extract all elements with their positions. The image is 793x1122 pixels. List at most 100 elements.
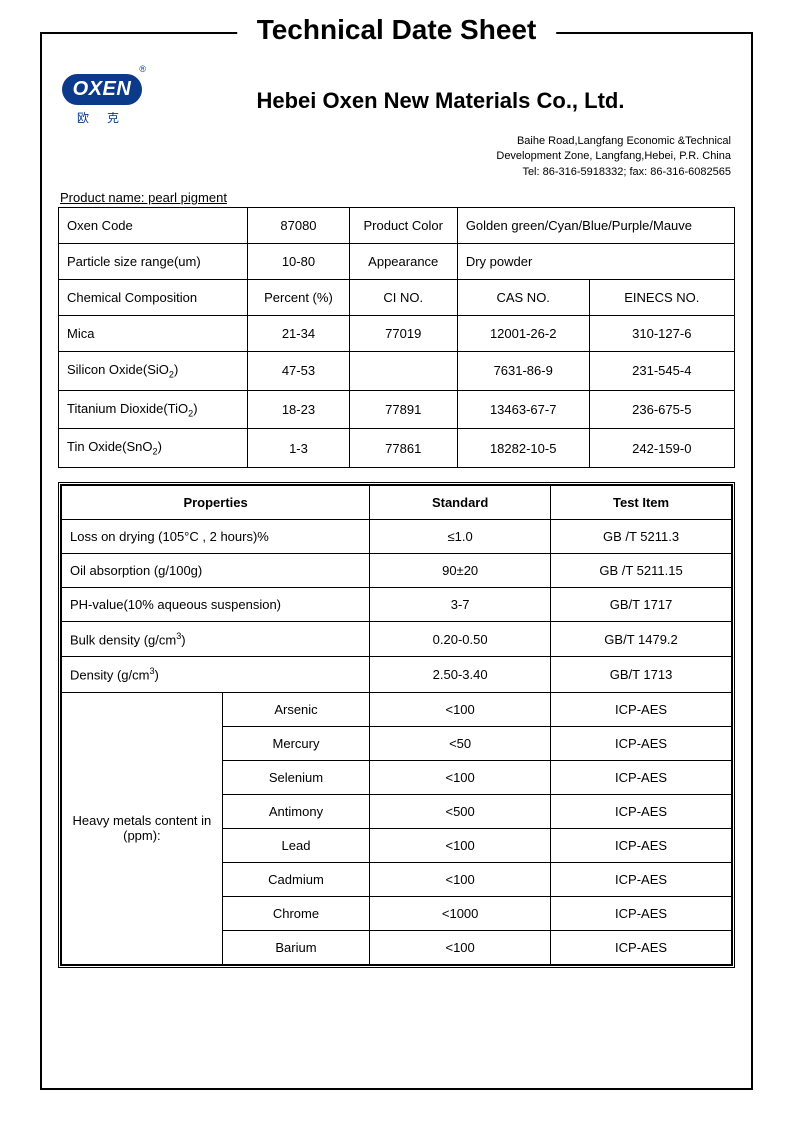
cell: 12001-26-2 — [457, 316, 589, 352]
cell: 0.20-0.50 — [370, 621, 551, 656]
cell: Oil absorption (g/100g) — [62, 553, 370, 587]
cell: ICP-AES — [551, 692, 732, 726]
address-line-1: Baihe Road,Langfang Economic &Technical — [58, 134, 731, 149]
cell: Density (g/cm3) — [62, 657, 370, 692]
cell: Cadmium — [222, 862, 369, 896]
heavy-metals-label: Heavy metals content in (ppm): — [62, 692, 223, 964]
table-row: Titanium Dioxide(TiO2)18-237789113463-67… — [59, 390, 735, 429]
properties-table: Properties Standard Test Item Loss on dr… — [61, 485, 732, 965]
cell: 18-23 — [248, 390, 349, 429]
cell: Titanium Dioxide(TiO2) — [59, 390, 248, 429]
cell: Dry powder — [457, 244, 734, 280]
header-cell: Properties — [62, 485, 370, 519]
cell: GB /T 5211.15 — [551, 553, 732, 587]
cell: 236-675-5 — [589, 390, 734, 429]
cell: 13463-67-7 — [457, 390, 589, 429]
cell: 77019 — [349, 316, 457, 352]
cell: ICP-AES — [551, 760, 732, 794]
cell: <500 — [370, 794, 551, 828]
cell: CAS NO. — [457, 280, 589, 316]
table-row: Particle size range(um) 10-80 Appearance… — [59, 244, 735, 280]
table-row: Heavy metals content in (ppm):Arsenic<10… — [62, 692, 732, 726]
address-line-3: Tel: 86-316-5918332; fax: 86-316-6082565 — [58, 165, 731, 180]
table-row: PH-value(10% aqueous suspension)3-7GB/T … — [62, 587, 732, 621]
cell: GB/T 1717 — [551, 587, 732, 621]
header-row: ® OXEN 欧克 Hebei Oxen New Materials Co., … — [58, 64, 735, 126]
logo-chinese: 欧克 — [58, 109, 146, 126]
cell: GB/T 1479.2 — [551, 621, 732, 656]
cell: <100 — [370, 828, 551, 862]
cell: Chemical Composition — [59, 280, 248, 316]
cell: EINECS NO. — [589, 280, 734, 316]
composition-table: Oxen Code 87080 Product Color Golden gre… — [58, 207, 735, 468]
cell: Antimony — [222, 794, 369, 828]
cell: Loss on drying (105°C , 2 hours)% — [62, 519, 370, 553]
cell: <100 — [370, 760, 551, 794]
cell: PH-value(10% aqueous suspension) — [62, 587, 370, 621]
cell: 310-127-6 — [589, 316, 734, 352]
cell: 21-34 — [248, 316, 349, 352]
cell: 1-3 — [248, 429, 349, 468]
cell: Chrome — [222, 896, 369, 930]
table-row: Bulk density (g/cm3)0.20-0.50GB/T 1479.2 — [62, 621, 732, 656]
table-row: Silicon Oxide(SiO2)47-53 7631-86-9231-545… — [59, 352, 735, 391]
cell: CI NO. — [349, 280, 457, 316]
cell: 77891 — [349, 390, 457, 429]
table-row: Density (g/cm3)2.50-3.40GB/T 1713 — [62, 657, 732, 692]
frame-title: Technical Date Sheet — [237, 14, 557, 46]
cell: Silicon Oxide(SiO2) — [59, 352, 248, 391]
address-line-2: Development Zone, Langfang,Hebei, P.R. C… — [58, 149, 731, 164]
cell: Product Color — [349, 208, 457, 244]
cell: Lead — [222, 828, 369, 862]
cell: 242-159-0 — [589, 429, 734, 468]
cell: Particle size range(um) — [59, 244, 248, 280]
header-cell: Standard — [370, 485, 551, 519]
cell: Bulk density (g/cm3) — [62, 621, 370, 656]
cell: 7631-86-9 — [457, 352, 589, 391]
cell: Mica — [59, 316, 248, 352]
cell: <1000 — [370, 896, 551, 930]
table-row: Mica21-347701912001-26-2310-127-6 — [59, 316, 735, 352]
cell: Arsenic — [222, 692, 369, 726]
page-frame: Technical Date Sheet ® OXEN 欧克 Hebei Oxe… — [40, 32, 753, 1090]
cell: Appearance — [349, 244, 457, 280]
table-row: Chemical Composition Percent (%) CI NO. … — [59, 280, 735, 316]
cell: 90±20 — [370, 553, 551, 587]
logo-registered-mark: ® — [58, 64, 146, 74]
cell: 18282-10-5 — [457, 429, 589, 468]
cell: Selenium — [222, 760, 369, 794]
cell: 2.50-3.40 — [370, 657, 551, 692]
cell: GB/T 1713 — [551, 657, 732, 692]
cell: Mercury — [222, 726, 369, 760]
cell: 3-7 — [370, 587, 551, 621]
table-row: Tin Oxide(SnO2)1-37786118282-10-5242-159… — [59, 429, 735, 468]
cell: Tin Oxide(SnO2) — [59, 429, 248, 468]
cell: ≤1.0 — [370, 519, 551, 553]
table-header-row: Properties Standard Test Item — [62, 485, 732, 519]
table-row: Oxen Code 87080 Product Color Golden gre… — [59, 208, 735, 244]
cell: 47-53 — [248, 352, 349, 391]
cell: Barium — [222, 930, 369, 964]
logo-badge: OXEN — [62, 74, 142, 105]
cell: ICP-AES — [551, 726, 732, 760]
company-address: Baihe Road,Langfang Economic &Technical … — [58, 134, 735, 180]
table-row: Loss on drying (105°C , 2 hours)%≤1.0GB … — [62, 519, 732, 553]
cell: GB /T 5211.3 — [551, 519, 732, 553]
header-cell: Test Item — [551, 485, 732, 519]
cell: <100 — [370, 930, 551, 964]
properties-table-frame: Properties Standard Test Item Loss on dr… — [58, 482, 735, 968]
cell: ICP-AES — [551, 794, 732, 828]
cell: ICP-AES — [551, 930, 732, 964]
company-name: Hebei Oxen New Materials Co., Ltd. — [146, 88, 735, 114]
cell: <100 — [370, 692, 551, 726]
cell: 10-80 — [248, 244, 349, 280]
cell: 231-545-4 — [589, 352, 734, 391]
table-row: Oil absorption (g/100g)90±20GB /T 5211.1… — [62, 553, 732, 587]
cell: Golden green/Cyan/Blue/Purple/Mauve — [457, 208, 734, 244]
cell: Percent (%) — [248, 280, 349, 316]
cell: <100 — [370, 862, 551, 896]
cell: 87080 — [248, 208, 349, 244]
cell: Oxen Code — [59, 208, 248, 244]
cell — [349, 352, 457, 391]
cell: ICP-AES — [551, 896, 732, 930]
